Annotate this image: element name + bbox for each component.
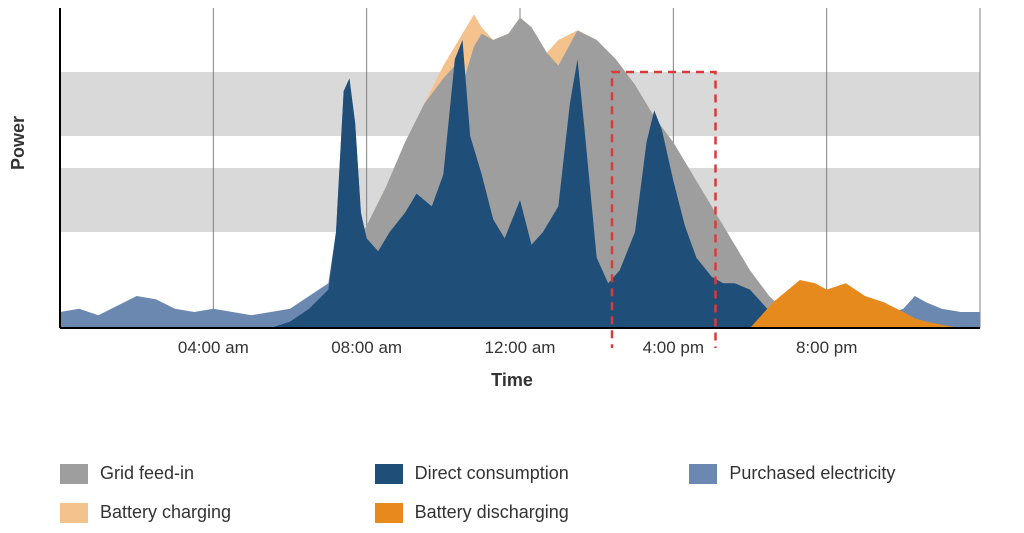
- legend-item: Direct consumption: [375, 463, 670, 484]
- chart-plot-area: [0, 0, 1024, 348]
- x-tick: 12:00 am: [485, 338, 556, 358]
- x-axis-label: Time: [0, 370, 1024, 391]
- legend-item: Battery charging: [60, 502, 355, 523]
- x-tick: 4:00 pm: [643, 338, 704, 358]
- legend-label: Direct consumption: [415, 463, 569, 484]
- legend-swatch: [689, 464, 717, 484]
- legend-label: Purchased electricity: [729, 463, 895, 484]
- legend-swatch: [60, 464, 88, 484]
- chart-legend: Grid feed-in Direct consumption Purchased …: [60, 463, 984, 523]
- legend-label: Battery charging: [100, 502, 231, 523]
- legend-label: Grid feed-in: [100, 463, 194, 484]
- legend-swatch: [375, 464, 403, 484]
- legend-item: Battery discharging: [375, 502, 670, 523]
- legend-swatch: [375, 503, 403, 523]
- x-tick: 08:00 am: [331, 338, 402, 358]
- power-time-chart: { "chart":{ "type":"area", "width":1024,…: [0, 0, 1024, 533]
- y-axis-label: Power: [8, 116, 29, 170]
- legend-label: Battery discharging: [415, 502, 569, 523]
- legend-item: Grid feed-in: [60, 463, 355, 484]
- legend-item: Purchased electricity: [689, 463, 984, 484]
- legend-swatch: [60, 503, 88, 523]
- x-tick: 04:00 am: [178, 338, 249, 358]
- x-tick: 8:00 pm: [796, 338, 857, 358]
